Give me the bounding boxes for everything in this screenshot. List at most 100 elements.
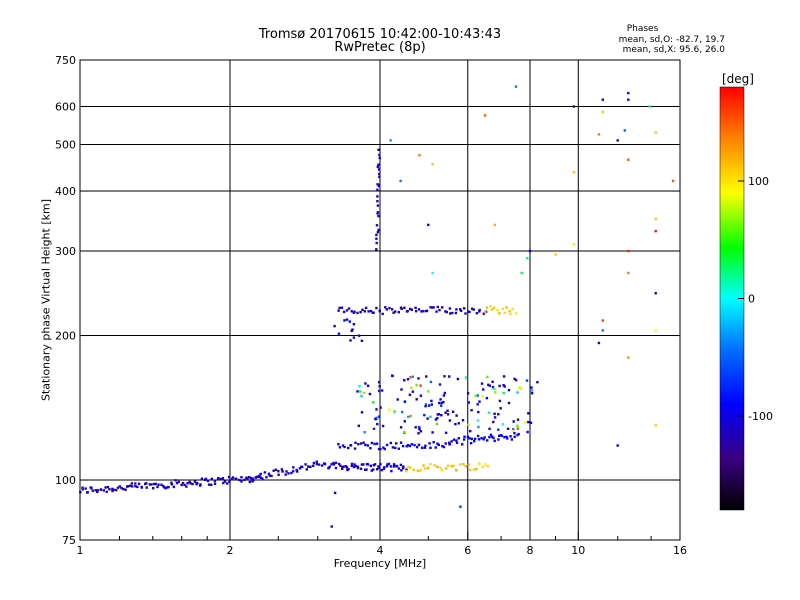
data-point (189, 482, 192, 485)
data-point (375, 442, 379, 445)
data-point (482, 388, 485, 391)
data-point (285, 470, 288, 473)
data-point (365, 468, 368, 471)
data-point (385, 443, 389, 447)
data-point (654, 329, 657, 332)
data-point (450, 440, 453, 443)
data-point (368, 392, 372, 396)
data-point (432, 306, 435, 309)
data-point (375, 416, 379, 419)
data-point (337, 332, 341, 335)
data-point (213, 479, 217, 483)
data-point (443, 391, 447, 395)
data-point (410, 443, 413, 446)
data-point (507, 388, 511, 392)
data-point (162, 484, 165, 488)
grid-lines (80, 60, 680, 540)
data-point (401, 444, 405, 448)
data-point (654, 229, 657, 233)
data-point (483, 436, 486, 439)
data-point (431, 431, 434, 434)
data-point (370, 441, 374, 445)
data-point (377, 184, 381, 188)
data-point (252, 478, 255, 481)
data-point (191, 482, 194, 486)
data-point (401, 466, 405, 470)
data-point (416, 469, 419, 473)
data-point (457, 422, 460, 425)
data-point (430, 306, 434, 309)
data-point (497, 438, 500, 441)
data-point (376, 468, 379, 471)
data-point (400, 307, 403, 310)
data-point (374, 417, 377, 421)
data-point (323, 462, 327, 466)
data-point (366, 463, 370, 466)
data-point (353, 463, 356, 466)
data-point (527, 412, 530, 415)
data-point (163, 486, 166, 489)
data-point (345, 318, 349, 321)
data-point (157, 483, 160, 486)
data-point (473, 437, 477, 441)
data-point (337, 443, 340, 446)
data-point (392, 311, 395, 314)
data-point (295, 468, 298, 472)
data-point (240, 480, 243, 483)
data-point (516, 427, 519, 430)
data-point (514, 312, 518, 315)
data-point (352, 465, 356, 469)
data-point (362, 441, 365, 444)
data-point (315, 462, 319, 466)
x-tick-label: 8 (527, 544, 534, 557)
data-point (378, 389, 381, 393)
data-point (426, 466, 430, 470)
data-point (387, 462, 391, 466)
data-point (292, 470, 295, 473)
data-point (379, 462, 382, 466)
data-point (296, 470, 299, 473)
data-point (377, 447, 381, 451)
data-point (474, 394, 477, 397)
data-point (464, 376, 468, 379)
data-point (388, 306, 391, 310)
data-point (467, 463, 470, 466)
data-point (354, 464, 358, 468)
data-point (492, 387, 496, 390)
data-point (338, 462, 341, 466)
data-point (349, 444, 353, 447)
data-point (406, 444, 410, 447)
stats-o-mode: mean, sd,O: -82.7, 19.7 (618, 35, 725, 45)
data-point (506, 427, 510, 430)
data-point (352, 323, 356, 326)
data-point (436, 465, 439, 469)
data-point (486, 464, 489, 468)
data-point (520, 271, 523, 275)
data-point (623, 129, 626, 132)
data-point (427, 223, 430, 227)
data-point (489, 433, 493, 436)
data-point (270, 474, 273, 478)
data-point (508, 310, 511, 313)
data-point (167, 485, 170, 489)
x-axis-label: Frequency [MHz] (333, 557, 427, 570)
data-point (527, 420, 530, 424)
data-point (305, 468, 308, 471)
data-point (431, 271, 434, 275)
data-point (174, 479, 177, 482)
data-point (486, 439, 489, 442)
data-point (388, 408, 391, 411)
data-point (360, 463, 364, 466)
data-point (357, 443, 360, 446)
data-point (116, 486, 120, 489)
data-point (437, 413, 441, 416)
data-point (394, 310, 397, 313)
data-point (452, 438, 456, 441)
colorbar-tick-label: 100 (748, 175, 769, 188)
data-point (375, 233, 378, 237)
data-point (410, 386, 413, 389)
data-point (362, 391, 366, 395)
data-point (467, 401, 470, 404)
data-point (403, 400, 407, 403)
